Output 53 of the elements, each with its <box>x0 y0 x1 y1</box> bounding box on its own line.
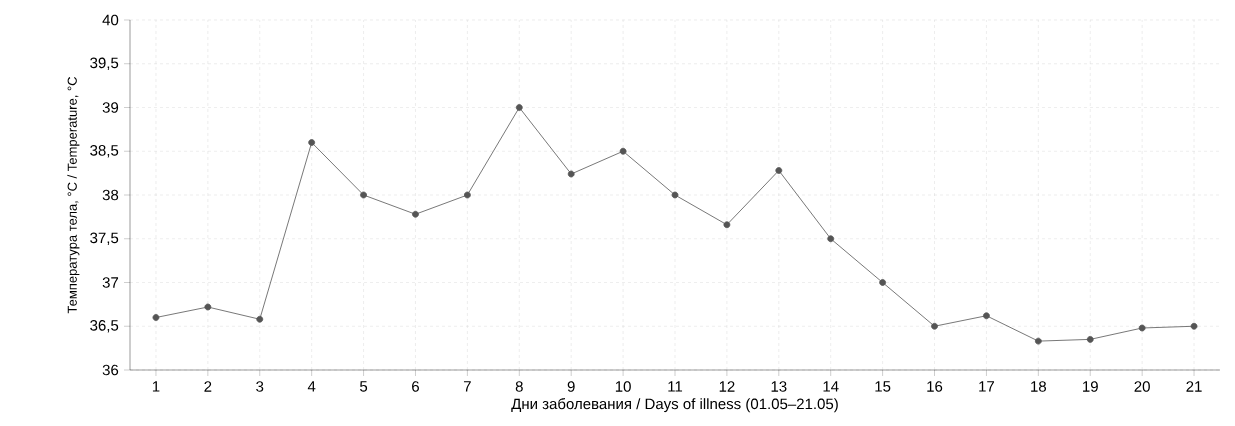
x-tick-label: 14 <box>823 381 839 392</box>
point <box>671 191 679 199</box>
x-tick-label: 18 <box>1031 381 1047 392</box>
point <box>1190 322 1198 330</box>
x-tick-label: 13 <box>771 381 787 392</box>
x-tick-label: 16 <box>927 381 943 392</box>
y-tick-label: 36 <box>102 364 119 376</box>
point <box>775 167 783 174</box>
x-tick-label: 6 <box>412 381 419 392</box>
point <box>1138 324 1146 332</box>
point <box>827 235 835 243</box>
point <box>619 147 627 155</box>
y-tick-label: 39 <box>102 102 119 113</box>
x-axis-title: Дни заболевания / Days of illness (01.05–21.05) <box>511 398 838 413</box>
x-tick-label: 9 <box>567 381 575 392</box>
point <box>983 312 990 320</box>
point <box>463 191 471 199</box>
x-tick-label: 4 <box>307 381 316 392</box>
y-axis-title: Температура тела, °C / Temperature, °C <box>67 76 80 314</box>
x-tick-label: 15 <box>875 381 891 392</box>
point <box>256 315 264 323</box>
x-tick-label: 19 <box>1083 381 1098 392</box>
point <box>1034 337 1042 345</box>
x-tick-label: 11 <box>668 381 683 392</box>
x-tick-label: 21 <box>1186 381 1202 392</box>
x-tick-label: 5 <box>360 381 368 392</box>
y-tick-label: 37,5 <box>90 232 119 245</box>
point <box>515 104 523 111</box>
point <box>723 221 731 229</box>
point <box>204 303 212 311</box>
point <box>1086 335 1094 343</box>
x-tick-label: 20 <box>1134 381 1150 392</box>
point <box>360 191 367 199</box>
point <box>308 139 316 146</box>
x-tick-label: 1 <box>152 381 160 392</box>
y-tick-label: 38,5 <box>90 145 119 158</box>
x-tick-label: 8 <box>515 381 523 392</box>
point <box>567 170 575 178</box>
y-tick-label: 37 <box>102 277 119 288</box>
point <box>879 279 887 286</box>
point <box>412 210 419 218</box>
y-tick-label: 40 <box>102 14 119 26</box>
point <box>931 322 938 330</box>
y-tick-label: 36,5 <box>90 320 119 333</box>
x-tick-label: 12 <box>719 381 735 392</box>
x-tick-label: 17 <box>979 381 995 392</box>
x-tick-label: 10 <box>615 381 631 392</box>
y-tick-label: 39,5 <box>90 57 119 70</box>
x-tick-label: 3 <box>256 381 264 392</box>
x-tick-label: 2 <box>204 381 212 392</box>
y-tick-label: 38 <box>102 189 119 201</box>
x-tick-label: 7 <box>463 381 471 392</box>
point <box>152 314 160 321</box>
